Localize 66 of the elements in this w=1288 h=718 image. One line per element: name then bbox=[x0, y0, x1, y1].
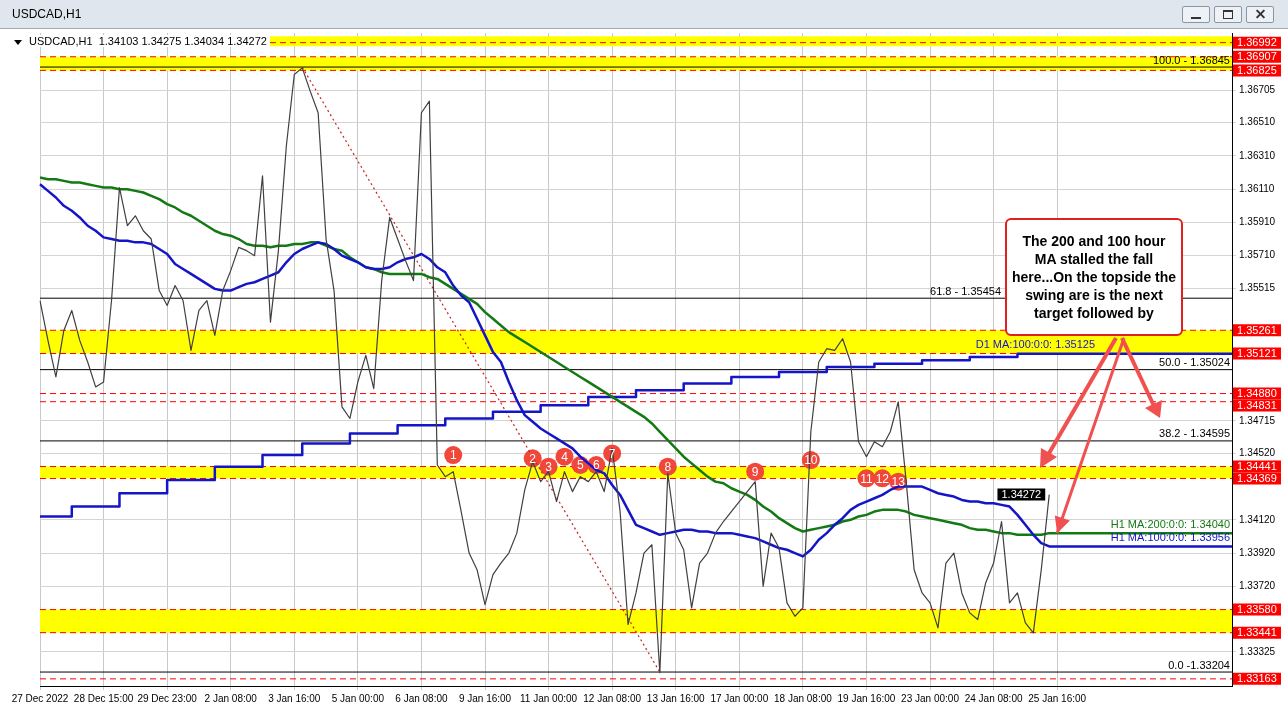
annotation: 5 bbox=[577, 458, 585, 473]
annotation: The 200 and 100 hour MA stalled the fall here...On the topside the swing are is the next target followed by bbox=[1005, 218, 1183, 336]
x-tick-label: 29 Dec 23:00 bbox=[137, 692, 198, 704]
x-tick-label: 27 Dec 2022 bbox=[11, 692, 69, 704]
annotation: 100.0 - 1.36845 bbox=[1152, 53, 1230, 66]
y-tick-label: 1.33720 bbox=[1239, 580, 1276, 592]
x-tick-label: 3 Jan 16:00 bbox=[268, 692, 321, 704]
annotation: 1 bbox=[449, 448, 457, 463]
annotation: 61.8 - 1.35454 bbox=[930, 284, 1001, 297]
annotation: 7 bbox=[608, 446, 616, 461]
chart-subtitle: USDCAD,H1 1.34103 1.34275 1.34034 1.34272 bbox=[26, 35, 270, 47]
ref-line-label: 1.35121 bbox=[1237, 347, 1277, 360]
x-tick-label: 28 Dec 15:00 bbox=[73, 692, 134, 704]
ref-line-label: 1.36992 bbox=[1237, 36, 1277, 49]
x-tick-label: 25 Jan 16:00 bbox=[1028, 692, 1087, 704]
annotation: 38.2 - 1.34595 bbox=[1159, 427, 1230, 440]
x-tick-label: 18 Jan 08:00 bbox=[773, 692, 833, 704]
y-tick-label: 1.35515 bbox=[1239, 281, 1276, 293]
annotation: 0.0 -1.33204 bbox=[1168, 658, 1230, 671]
x-tick-label: 24 Jan 08:00 bbox=[964, 692, 1023, 704]
y-tick-label: 1.35910 bbox=[1239, 216, 1276, 228]
y-tick-label: 1.36110 bbox=[1239, 182, 1275, 194]
annotation: 6 bbox=[592, 458, 600, 473]
x-tick-label: 11 Jan 00:00 bbox=[520, 692, 578, 704]
y-tick-label: 1.33325 bbox=[1239, 645, 1276, 657]
y-tick-label: 1.34120 bbox=[1239, 513, 1276, 525]
series-label: H1 MA:100:0:0: 1.33956 bbox=[1110, 530, 1230, 543]
ref-line-label: 1.34441 bbox=[1237, 460, 1277, 473]
annotation: 50.0 - 1.35024 bbox=[1159, 356, 1230, 369]
ref-line-label: 1.33163 bbox=[1237, 672, 1277, 685]
annotation: 2 bbox=[529, 451, 537, 466]
ref-line-label: 1.33441 bbox=[1237, 626, 1277, 639]
x-tick-label: 5 Jan 00:00 bbox=[331, 692, 385, 704]
annotation: 12 bbox=[875, 471, 890, 486]
ref-line-label: 1.36825 bbox=[1237, 63, 1277, 76]
x-tick-label: 9 Jan 16:00 bbox=[458, 692, 512, 704]
x-tick-label: 23 Jan 00:00 bbox=[901, 692, 960, 704]
x-tick-label: 19 Jan 16:00 bbox=[837, 692, 896, 704]
series-label: H1 MA:200:0:0: 1.34040 bbox=[1110, 517, 1230, 530]
x-tick-label: 12 Jan 08:00 bbox=[583, 692, 642, 704]
y-tick-label: 1.36705 bbox=[1239, 84, 1276, 96]
annotation: 8 bbox=[664, 459, 672, 474]
x-tick-label: 13 Jan 16:00 bbox=[646, 692, 706, 704]
ref-line-label: 1.33580 bbox=[1237, 603, 1277, 616]
ref-line-label: 1.34880 bbox=[1237, 387, 1277, 400]
y-tick-label: 1.36510 bbox=[1239, 116, 1276, 128]
y-tick-label: 1.34715 bbox=[1239, 414, 1276, 426]
y-tick-label: 1.34520 bbox=[1239, 447, 1276, 459]
x-tick-label: 17 Jan 00:00 bbox=[710, 692, 769, 704]
y-tick-label: 1.36310 bbox=[1239, 149, 1276, 161]
ref-line-label: 1.35261 bbox=[1237, 323, 1277, 336]
x-tick-label: 2 Jan 08:00 bbox=[204, 692, 258, 704]
x-tick-label: 6 Jan 08:00 bbox=[395, 692, 449, 704]
ref-line-label: 1.34369 bbox=[1237, 472, 1277, 485]
annotation: 4 bbox=[561, 450, 569, 465]
y-tick-label: 1.33920 bbox=[1239, 546, 1276, 558]
chart-title: USDCAD,H1 bbox=[12, 7, 82, 21]
series-label: D1 MA:100:0:0: 1.35125 bbox=[975, 338, 1095, 351]
y-tick-label: 1.35710 bbox=[1239, 249, 1276, 261]
annotation: 13 bbox=[891, 474, 906, 489]
data-label: 1.34272 bbox=[1001, 488, 1042, 501]
annotation: 3 bbox=[545, 459, 553, 474]
ref-line-label: 1.34831 bbox=[1237, 399, 1277, 412]
annotation: 9 bbox=[751, 464, 759, 479]
ref-line-label: 1.36907 bbox=[1237, 50, 1277, 63]
annotation: 11 bbox=[860, 471, 873, 486]
